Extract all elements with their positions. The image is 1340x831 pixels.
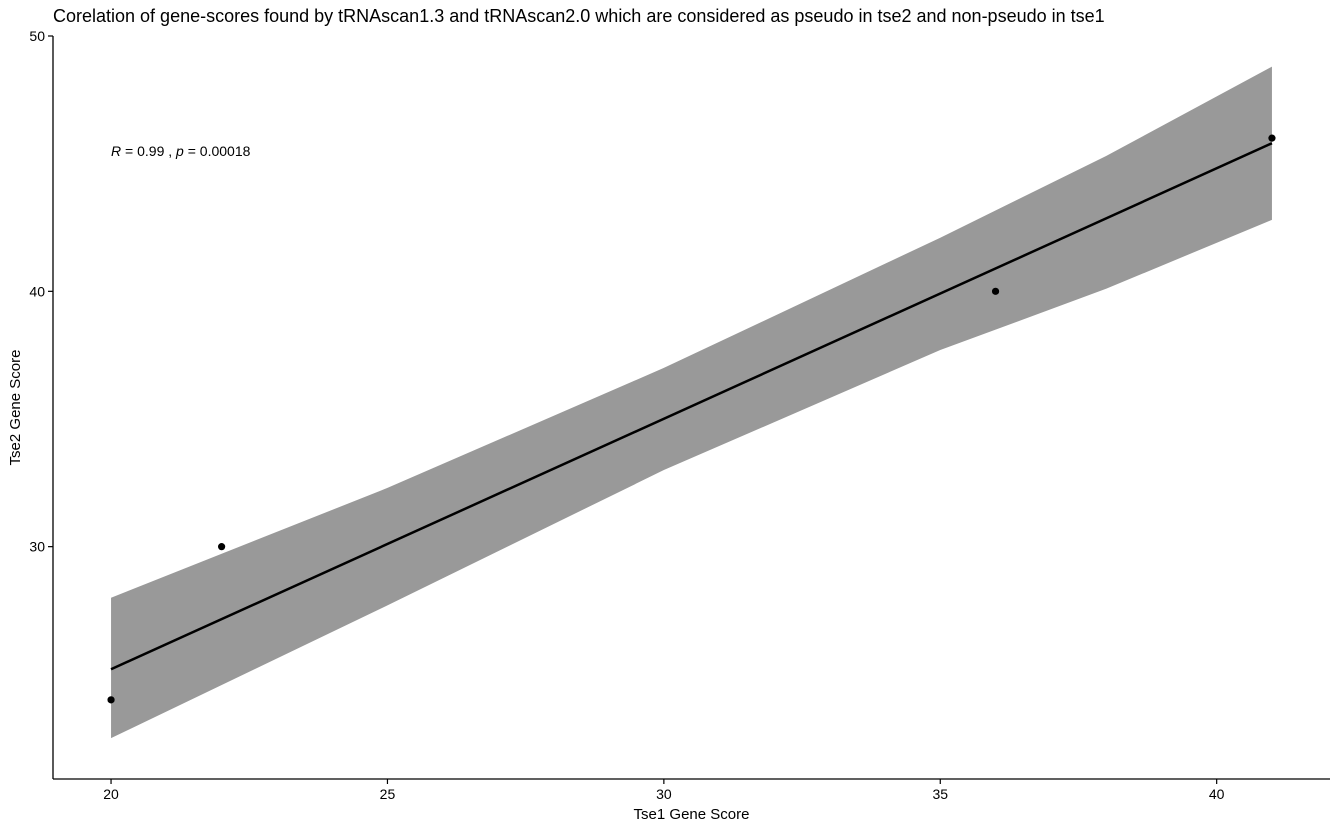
confidence-band-layer bbox=[111, 66, 1272, 739]
x-tick-label: 20 bbox=[103, 786, 119, 802]
y-axis-title: Tse2 Gene Score bbox=[7, 350, 24, 466]
p-value: = 0.00018 bbox=[184, 143, 251, 159]
data-point bbox=[218, 543, 226, 551]
x-tick-label: 40 bbox=[1209, 786, 1225, 802]
p-label: p bbox=[175, 143, 184, 159]
data-point bbox=[107, 696, 115, 704]
y-tick-label: 50 bbox=[29, 28, 45, 44]
x-tick-label: 35 bbox=[932, 786, 948, 802]
correlation-annotation: R = 0.99 , p = 0.00018 bbox=[111, 143, 251, 159]
regression-line-layer bbox=[110, 142, 1273, 671]
regression-line bbox=[110, 142, 1273, 671]
x-axis-title: Tse1 Gene Score bbox=[634, 806, 750, 823]
data-points-layer bbox=[107, 134, 1276, 704]
data-point bbox=[1268, 134, 1276, 142]
chart-title: Corelation of gene-scores found by tRNAs… bbox=[53, 6, 1105, 26]
y-tick-label: 30 bbox=[29, 539, 45, 555]
y-tick-label: 40 bbox=[29, 283, 45, 299]
data-point bbox=[991, 287, 1000, 295]
x-tick-label: 30 bbox=[656, 786, 672, 802]
axes-layer: 20 25 30 35 40 30 40 50 bbox=[29, 28, 1330, 802]
x-tick-label: 25 bbox=[380, 786, 396, 802]
r-label: R bbox=[111, 143, 121, 159]
r-value: = 0.99 , bbox=[121, 143, 176, 159]
confidence-band bbox=[111, 66, 1272, 739]
